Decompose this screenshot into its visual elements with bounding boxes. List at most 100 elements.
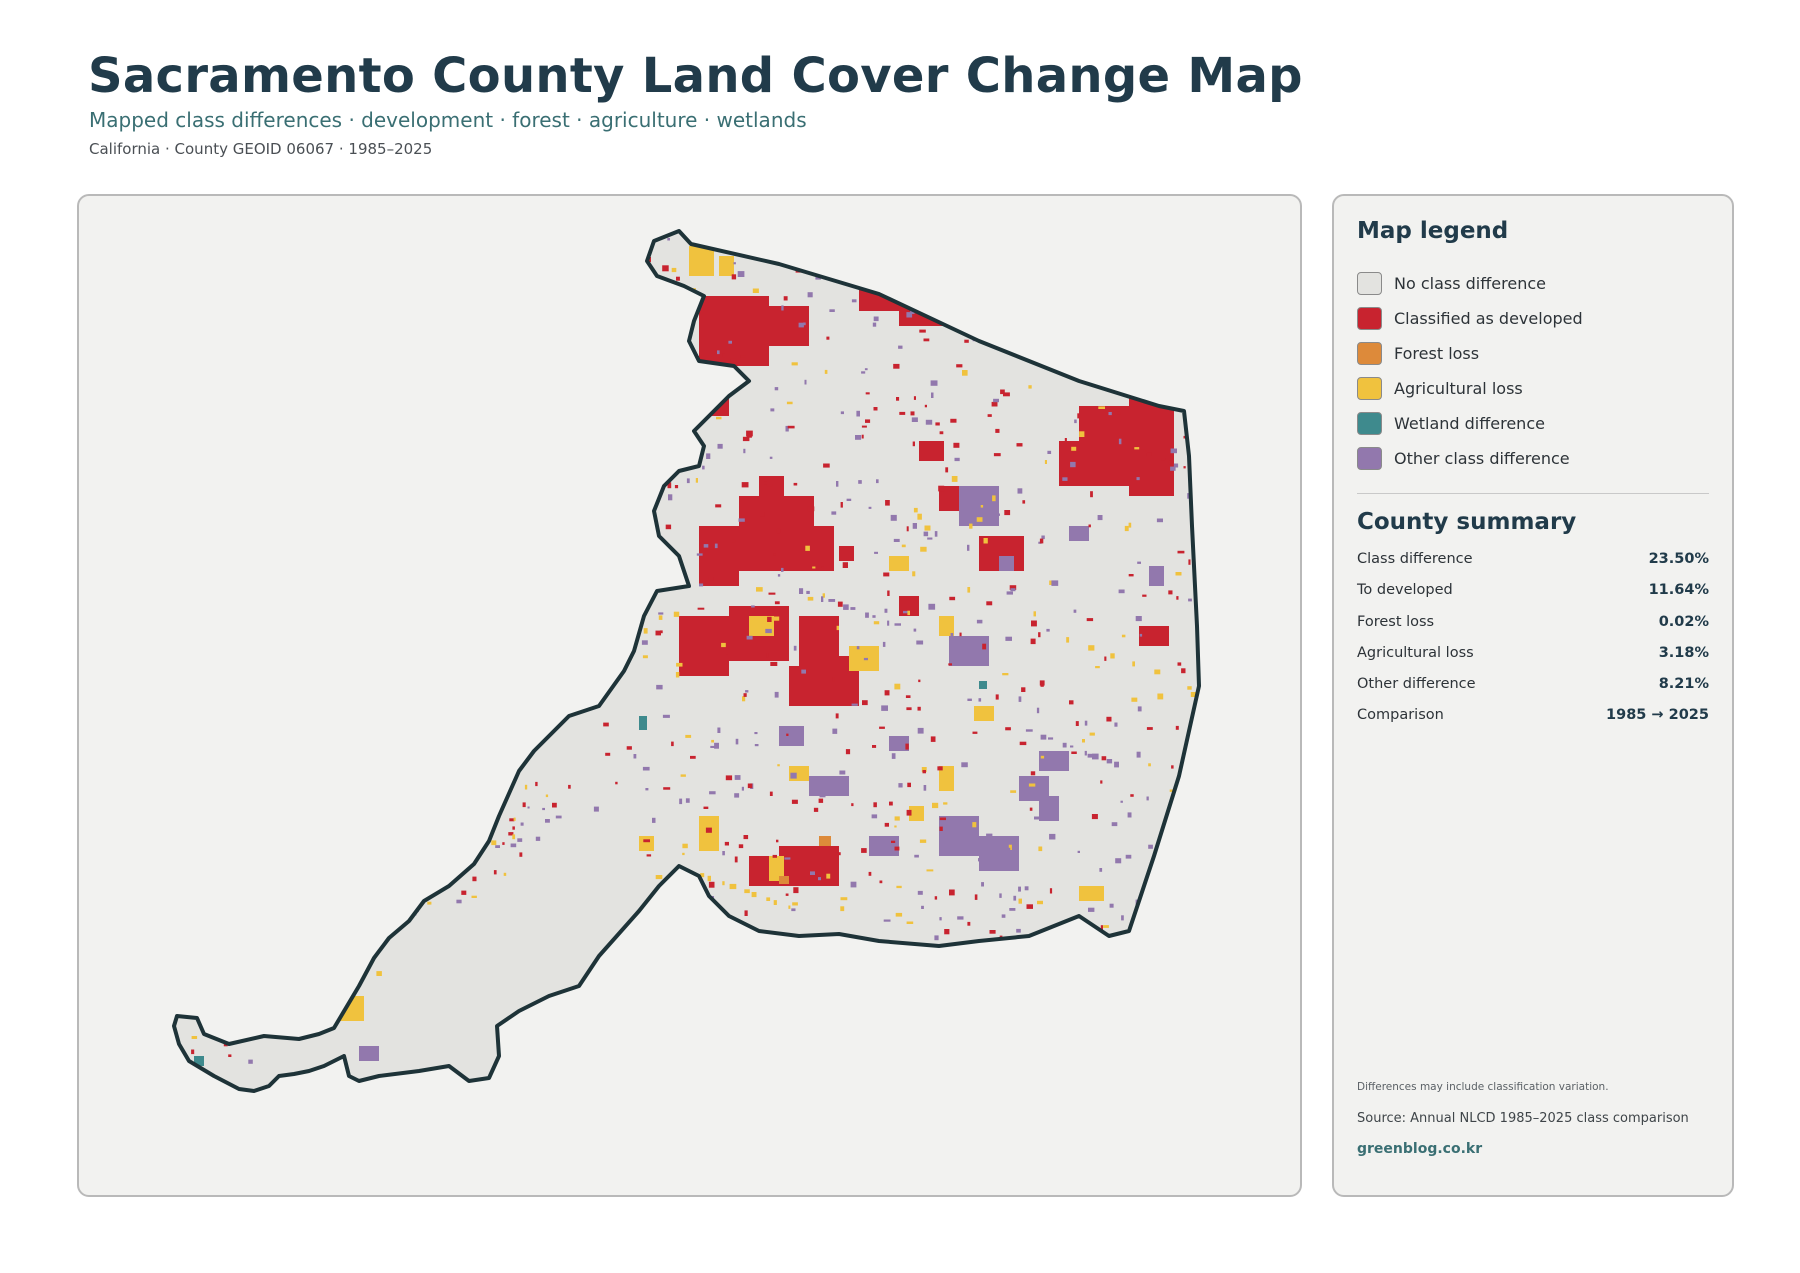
swatch-no-change (1357, 272, 1382, 295)
change-speck (1146, 796, 1149, 801)
change-speck (707, 875, 711, 882)
change-speck (987, 414, 992, 417)
change-speck (191, 1049, 195, 1055)
change-speck (924, 444, 929, 448)
summary-value: 0.02% (1658, 613, 1709, 630)
change-speck (956, 364, 963, 368)
change-speck (338, 932, 342, 937)
county-outline (172, 229, 1201, 1093)
change-speck (898, 783, 903, 788)
change-speck (1110, 653, 1115, 659)
change-speck (856, 410, 860, 417)
swatch-forest (1357, 342, 1382, 365)
change-speck (831, 511, 837, 515)
change-speck (1030, 638, 1036, 645)
change-speck (1148, 844, 1153, 849)
change-speck (593, 806, 599, 812)
change-speck (873, 316, 879, 322)
change-speck (1031, 620, 1037, 627)
change-speck (658, 615, 663, 620)
summary-value: 8.21% (1658, 676, 1709, 693)
other-change-patch (809, 776, 849, 796)
change-speck (992, 495, 996, 502)
change-speck (751, 605, 755, 608)
change-speck (746, 430, 753, 437)
change-speck (907, 610, 910, 616)
map-panel[interactable]: N (77, 194, 1302, 1197)
change-speck (670, 415, 676, 420)
change-speck (1024, 886, 1029, 891)
change-speck (708, 577, 714, 581)
change-speck (626, 746, 632, 750)
site-link[interactable]: greenblog.co.kr (1357, 1141, 1483, 1157)
change-speck (1092, 753, 1099, 760)
change-speck (1090, 491, 1093, 498)
change-speck (334, 917, 338, 920)
change-speck (1169, 789, 1175, 792)
change-speck (722, 851, 725, 856)
change-speck (982, 287, 989, 294)
change-speck (652, 476, 658, 481)
change-speck (942, 253, 946, 258)
change-speck (894, 623, 901, 626)
change-speck (943, 802, 948, 805)
change-speck (951, 476, 958, 482)
change-speck (873, 407, 878, 411)
agriculture-patch (689, 246, 714, 276)
change-speck (1034, 816, 1041, 820)
change-speck (1018, 898, 1022, 904)
change-speck (357, 946, 360, 951)
change-speck (655, 630, 661, 636)
change-speck (555, 815, 562, 819)
change-speck (517, 838, 523, 842)
change-speck (971, 330, 975, 335)
change-speck (1046, 628, 1050, 632)
change-speck (1161, 458, 1166, 461)
change-speck (810, 871, 815, 875)
change-speck (1158, 271, 1164, 275)
change-speck (656, 684, 663, 690)
change-speck (1088, 645, 1095, 651)
summary-title: County summary (1357, 509, 1577, 535)
change-speck (671, 376, 674, 380)
change-speck (642, 766, 650, 771)
change-speck (819, 792, 826, 798)
change-speck (890, 514, 897, 521)
change-speck (1177, 550, 1185, 554)
change-speck (765, 631, 771, 635)
change-speck (1002, 298, 1007, 302)
change-speck (944, 929, 950, 935)
change-speck (675, 672, 680, 678)
change-speck (807, 506, 815, 512)
change-speck (935, 422, 940, 426)
change-speck (1190, 692, 1196, 697)
change-speck (791, 908, 796, 912)
change-speck (924, 404, 927, 408)
change-speck (930, 736, 936, 742)
agriculture-patch (719, 256, 734, 276)
legend-item: No class difference (1357, 266, 1717, 301)
change-speck (1049, 348, 1053, 354)
change-speck (699, 583, 704, 587)
change-speck (673, 611, 680, 617)
change-speck (1106, 759, 1113, 764)
change-speck (1135, 616, 1142, 622)
summary-row: Agricultural loss 3.18% (1357, 645, 1709, 676)
change-speck (737, 271, 745, 277)
change-speck (674, 485, 679, 489)
change-speck (745, 690, 749, 693)
change-speck (1183, 294, 1190, 297)
change-speck (918, 679, 921, 683)
change-speck (1130, 794, 1134, 797)
change-speck (768, 592, 776, 595)
change-speck (1017, 488, 1023, 494)
developed-patch (1129, 396, 1174, 496)
change-speck (1088, 907, 1095, 912)
change-speck (978, 698, 982, 702)
change-speck (678, 391, 682, 396)
change-speck (1118, 589, 1125, 594)
county-map[interactable] (79, 196, 1302, 1197)
change-speck (706, 547, 714, 550)
change-speck (1192, 242, 1196, 248)
change-speck (329, 960, 334, 964)
